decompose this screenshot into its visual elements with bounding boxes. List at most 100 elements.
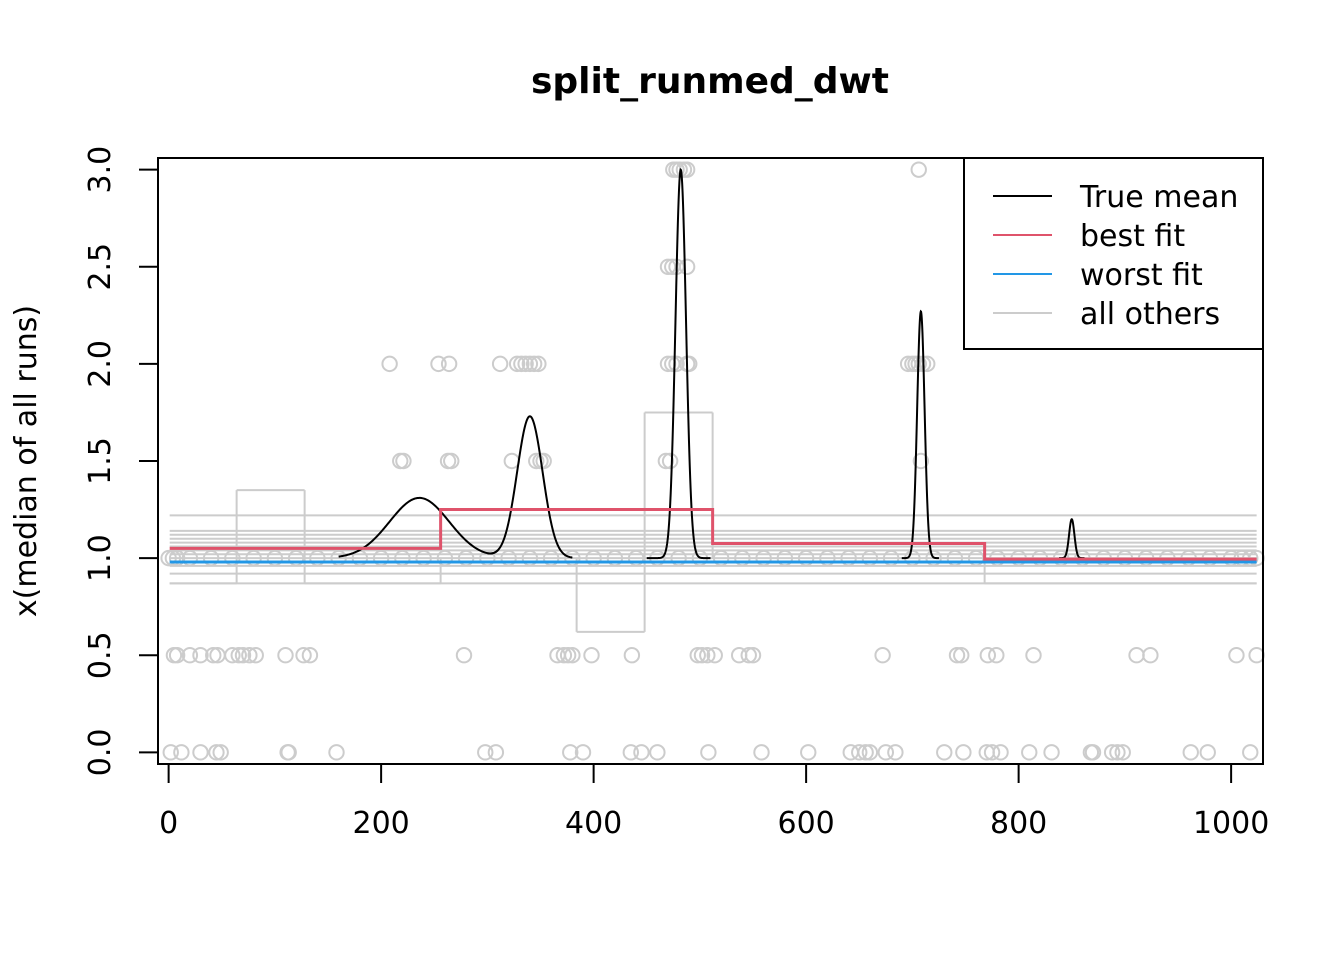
data-point-y1-31 [776,549,794,567]
data-point-y05-1 [168,647,186,664]
data-point-y0-15 [700,744,717,761]
data-point-y2-1 [430,355,447,373]
data-point-y05-32 [988,647,1005,664]
data-point-y2-14 [681,355,698,373]
y-tick-label-3: 1.5 [83,437,118,485]
data-point-y0-24 [936,744,953,761]
y-tick-label-4: 2.0 [83,340,118,388]
data-point-y1-15 [436,549,454,567]
data-point-y1-33 [819,549,836,567]
data-point-y05-4 [205,647,222,664]
data-point-y15-9 [661,452,679,470]
data-point-y0-4 [212,744,229,761]
data-point-y1-9 [309,549,326,567]
data-point-y0-22 [877,744,895,761]
data-point-y2-4 [508,355,526,373]
data-point-y0-7 [328,744,345,761]
data-point-y1-30 [755,549,772,567]
data-point-y05-27 [744,647,762,664]
data-point-y15-3 [443,452,460,470]
data-point-y05-2 [181,647,199,664]
data-point-y0-14 [649,744,666,761]
data-point-y0-30 [1043,744,1060,761]
x-tick-label-3: 600 [777,806,834,841]
data-point-y0-34 [1109,744,1126,761]
data-point-y05-24 [706,647,723,664]
data-point-y05-12 [295,647,312,664]
data-point-y0-17 [800,744,817,761]
data-point-y0-12 [622,744,640,761]
legend-label-all-others: all others [1080,297,1220,332]
x-axis: 0 200 400 600 800 1000 [159,763,1269,841]
true-mean-bump-1 [487,415,573,559]
data-point-y05-36 [1228,647,1245,664]
x-tick-label-2: 400 [565,806,622,841]
data-point-y1-20 [542,549,560,567]
data-point-y1-32 [797,549,815,567]
data-point-y1-22 [585,549,602,567]
data-point-y05-19 [583,647,600,664]
data-point-y05-33 [1025,647,1042,664]
data-point-y2-7 [521,355,539,373]
data-point-y2-0 [381,355,398,373]
true-mean-bump-0 [338,496,499,558]
y-axis: 0.0 0.5 1.0 1.5 2.0 2.5 3.0 [83,146,159,776]
data-point-y1-14 [415,549,432,567]
data-point-y05-26 [740,647,757,664]
data-point-y05-22 [693,647,711,664]
data-point-y1-2 [168,549,186,567]
legend: True mean best fit worst fit all others [963,157,1264,350]
data-point-y05-28 [874,647,891,664]
data-point-y05-9 [241,647,258,664]
data-point-y2-2 [440,355,458,373]
data-point-y0-8 [477,744,494,761]
data-point-y2-3 [491,355,509,373]
data-point-y1-34 [840,549,857,567]
x-tick-label-5: 1000 [1193,806,1269,841]
chart-title: split_runmed_dwt [531,61,889,102]
data-point-y0-1 [173,744,190,761]
data-point-y0-25 [955,744,972,761]
y-axis-label: x(median of all runs) [9,305,44,617]
legend-box [963,157,1264,350]
data-point-y0-11 [574,744,592,761]
data-point-y1-10 [330,549,347,567]
data-point-y1-26 [670,549,687,567]
data-point-y1-1 [164,549,182,567]
x-tick-label-0: 0 [159,806,178,841]
data-point-y1-39 [946,549,964,567]
data-point-y05-13 [301,647,319,664]
data-point-y05-18 [564,647,581,664]
data-point-y1-18 [500,549,517,567]
data-point-y1-12 [372,549,390,567]
data-point-y0-10 [562,744,579,761]
data-point-y05-7 [230,647,247,664]
data-point-y0-23 [887,744,904,761]
fit-lines [169,167,1257,564]
data-point-y2-9 [530,355,547,373]
data-point-y2-8 [525,355,543,373]
data-point-y15-1 [395,452,412,470]
data-point-y0-0 [162,744,179,761]
data-point-y1-13 [394,549,411,567]
data-point-y0-19 [851,744,868,761]
data-point-y05-20 [623,647,641,664]
data-point-y1-38 [925,549,942,567]
data-point-y2-6 [517,355,534,373]
data-point-y1-28 [712,549,730,567]
data-point-y05-23 [699,647,716,664]
data-point-y25-3 [678,258,696,275]
data-point-y0-28 [992,744,1009,761]
data-point-y0-3 [208,744,225,761]
legend-label-best-fit: best fit [1080,219,1185,254]
data-point-y15-5 [528,452,545,470]
data-point-y0-29 [1021,744,1038,761]
data-point-y05-17 [559,647,577,664]
data-point-y2-5 [513,355,530,373]
data-point-y1-24 [627,549,645,567]
data-point-y0-37 [1199,744,1216,761]
data-point-y05-11 [277,647,294,664]
y-tick-label-6: 3.0 [83,146,118,194]
data-point-y2-12 [668,355,685,373]
data-point-y0-33 [1103,744,1121,761]
